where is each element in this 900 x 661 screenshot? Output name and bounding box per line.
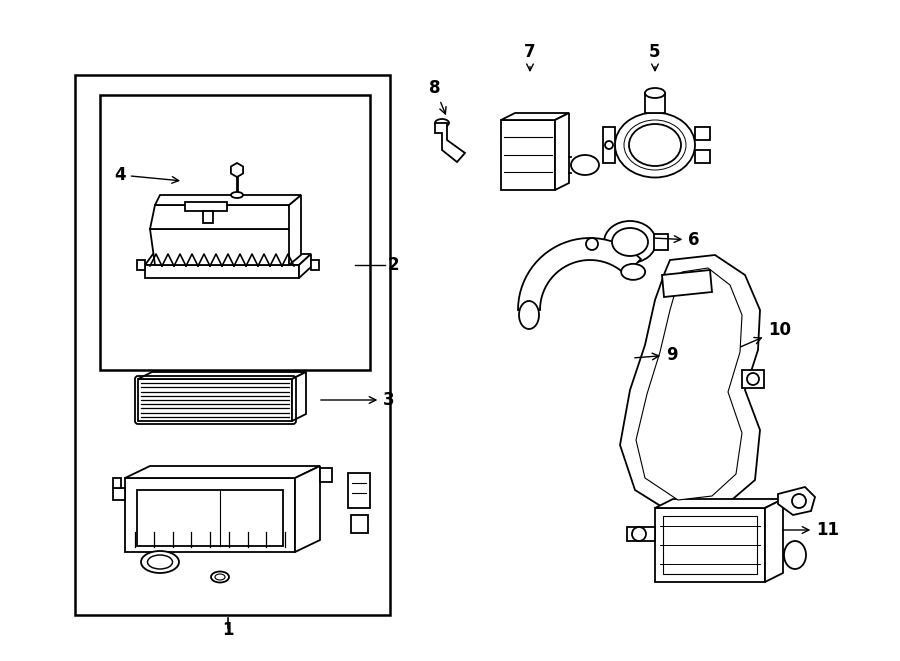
Polygon shape [137, 260, 145, 270]
Circle shape [747, 373, 759, 385]
Polygon shape [620, 255, 760, 515]
Polygon shape [636, 268, 742, 500]
Polygon shape [150, 205, 294, 229]
Polygon shape [289, 195, 301, 265]
Text: 8: 8 [429, 79, 446, 114]
Text: 6: 6 [655, 231, 699, 249]
Polygon shape [292, 372, 306, 421]
Polygon shape [555, 113, 569, 190]
Ellipse shape [621, 264, 645, 280]
Polygon shape [627, 527, 655, 541]
Text: 3: 3 [320, 391, 394, 409]
Polygon shape [765, 499, 783, 582]
Polygon shape [518, 238, 641, 310]
Polygon shape [145, 265, 299, 278]
Ellipse shape [231, 192, 243, 198]
Text: 10: 10 [741, 321, 791, 347]
Text: 2: 2 [388, 256, 400, 274]
Text: 5: 5 [649, 43, 661, 71]
Circle shape [632, 527, 646, 541]
Polygon shape [662, 270, 712, 297]
Polygon shape [185, 202, 227, 211]
Polygon shape [501, 113, 569, 120]
Polygon shape [125, 466, 320, 478]
Ellipse shape [645, 88, 665, 98]
Ellipse shape [784, 541, 806, 569]
Text: 7: 7 [524, 43, 536, 71]
Text: 4: 4 [114, 166, 179, 184]
Polygon shape [138, 372, 306, 379]
Polygon shape [435, 123, 465, 162]
Polygon shape [348, 473, 370, 508]
Text: 1: 1 [222, 621, 234, 639]
Polygon shape [295, 466, 320, 552]
Polygon shape [742, 370, 764, 388]
Ellipse shape [141, 551, 179, 573]
Ellipse shape [211, 572, 229, 582]
Ellipse shape [615, 112, 695, 178]
Polygon shape [299, 254, 311, 278]
Polygon shape [645, 93, 665, 113]
Polygon shape [138, 379, 292, 421]
Polygon shape [663, 516, 757, 574]
Text: 11: 11 [783, 521, 839, 539]
Polygon shape [125, 478, 295, 552]
Polygon shape [501, 120, 555, 190]
Circle shape [586, 238, 598, 250]
Ellipse shape [519, 301, 539, 329]
Ellipse shape [571, 155, 599, 175]
Polygon shape [695, 127, 710, 140]
Polygon shape [655, 499, 783, 508]
Polygon shape [137, 490, 283, 546]
Polygon shape [603, 127, 615, 163]
Polygon shape [113, 478, 121, 488]
Circle shape [792, 494, 806, 508]
Ellipse shape [612, 228, 648, 256]
Polygon shape [231, 163, 243, 177]
Polygon shape [655, 508, 765, 582]
Polygon shape [695, 150, 710, 163]
Polygon shape [203, 211, 213, 223]
Polygon shape [311, 260, 319, 270]
Polygon shape [150, 229, 294, 265]
Text: 9: 9 [634, 346, 678, 364]
Ellipse shape [605, 141, 613, 149]
Polygon shape [145, 254, 311, 265]
Polygon shape [778, 487, 815, 515]
Polygon shape [351, 515, 368, 533]
Ellipse shape [435, 119, 449, 127]
Polygon shape [113, 488, 125, 500]
Polygon shape [320, 468, 332, 482]
Ellipse shape [604, 221, 656, 263]
Polygon shape [654, 234, 668, 250]
Polygon shape [155, 195, 301, 205]
